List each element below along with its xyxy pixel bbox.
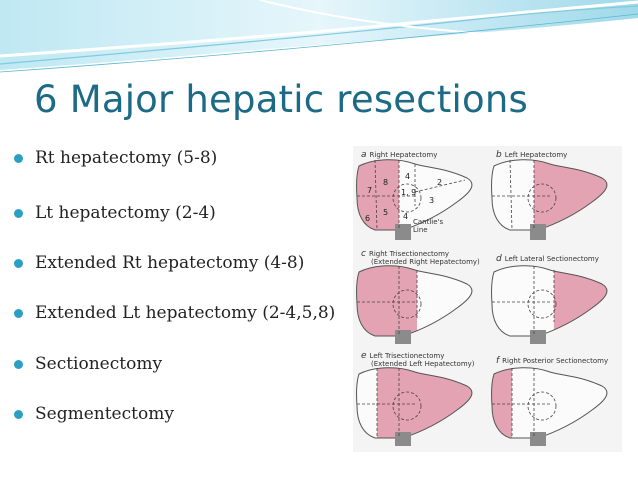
panel-right-posterior-sectionectomy: f Right Posterior Sectionectomy bbox=[488, 350, 622, 452]
bullet-icon bbox=[14, 208, 23, 218]
bullet-icon bbox=[14, 258, 23, 268]
bullet-text: Rt hepatectomy (5-8) bbox=[35, 148, 218, 168]
segment-label: 8 bbox=[383, 178, 389, 187]
bullet-text: Extended Rt hepatectomy (4-8) bbox=[35, 253, 305, 273]
bullet-icon bbox=[14, 359, 23, 369]
panel-caption: b Left Hepatectomy bbox=[496, 150, 568, 160]
bullet-item: Rt hepatectomy (5-8) bbox=[14, 148, 217, 168]
segment-label: 3 bbox=[429, 196, 435, 205]
bullet-item: Extended Rt hepatectomy (4-8) bbox=[14, 253, 304, 273]
segment-label: 7 bbox=[367, 186, 373, 195]
segment-label: 6 bbox=[365, 214, 371, 223]
panel-right-trisectionectomy: c Right Trisectionectomy (Extended Right H… bbox=[353, 248, 487, 350]
header-decoration bbox=[0, 0, 638, 73]
panel-left-hepatectomy: b Left Hepatectomy bbox=[488, 146, 622, 248]
slide-title: 6 Major hepatic resections bbox=[34, 78, 528, 121]
bullet-text: Lt hepatectomy (2-4) bbox=[35, 203, 216, 223]
panel-caption: c Right Trisectionectomy (Extended Right H… bbox=[361, 249, 480, 267]
bullet-item: Sectionectomy bbox=[14, 354, 162, 374]
panel-right-hepatectomy: a Right Hepatectomy 4 8 7 1, 9 2 bbox=[353, 146, 487, 248]
panel-caption: d Left Lateral Sectionectomy bbox=[496, 254, 599, 264]
cantlie-line-label: Cantlie's Line bbox=[413, 218, 444, 234]
panel-caption: f Right Posterior Sectionectomy bbox=[496, 356, 609, 366]
bullet-item: Lt hepatectomy (2-4) bbox=[14, 203, 216, 223]
bullet-item: Segmentectomy bbox=[14, 404, 174, 424]
bullet-icon bbox=[14, 153, 23, 163]
liver-resection-figure: a Right Hepatectomy 4 8 7 1, 9 2 bbox=[353, 146, 622, 452]
panel-left-trisectionectomy: e Left Trisectionectomy (Extended Left Hep… bbox=[353, 350, 487, 452]
panel-caption: e Left Trisectionectomy (Extended Left Hep… bbox=[361, 351, 475, 369]
bullet-icon bbox=[14, 308, 23, 318]
bullet-item: Extended Lt hepatectomy (2-4,5,8) bbox=[14, 303, 335, 323]
segment-label: 4 bbox=[403, 212, 409, 221]
bullet-text: Extended Lt hepatectomy (2-4,5,8) bbox=[35, 303, 336, 323]
segment-label: 1, 9 bbox=[401, 188, 417, 197]
bullet-text: Segmentectomy bbox=[35, 404, 174, 424]
bullet-text: Sectionectomy bbox=[35, 354, 163, 374]
segment-label: 2 bbox=[437, 178, 443, 187]
bullet-icon bbox=[14, 409, 23, 419]
panel-caption: a Right Hepatectomy bbox=[361, 150, 438, 160]
panel-left-lateral-sectionectomy: d Left Lateral Sectionectomy bbox=[488, 248, 622, 350]
segment-label: 5 bbox=[383, 208, 389, 217]
segment-label: 4 bbox=[405, 172, 411, 181]
